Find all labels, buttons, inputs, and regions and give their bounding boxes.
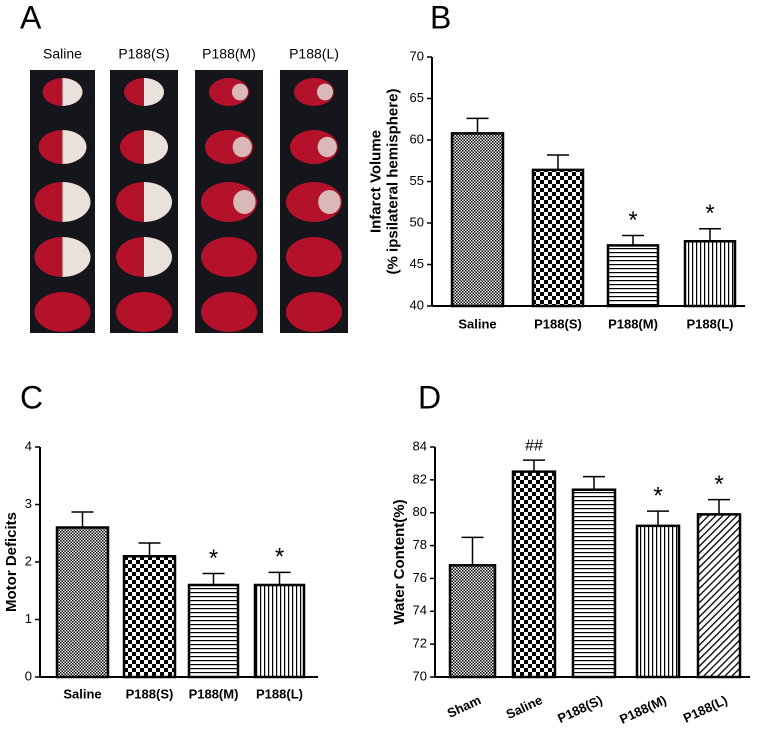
y-axis-label: Water Content(%) [391, 499, 408, 624]
infarct [317, 136, 337, 158]
bar [511, 470, 557, 679]
panel-letter: C [20, 379, 43, 415]
brain-slice [286, 292, 342, 332]
y-tick-label: 0 [25, 668, 32, 683]
infarct [62, 182, 91, 222]
bar [531, 168, 585, 308]
y-axis-label: Motor Deficits [3, 512, 20, 612]
bar [122, 555, 177, 679]
y-tick-label: 2 [25, 553, 32, 568]
y-tick-label: 40 [410, 297, 424, 312]
x-tick-label: P188(S) [555, 692, 605, 726]
x-tick-label: P188(S) [126, 686, 174, 701]
y-tick-label: 55 [410, 173, 424, 188]
y-tick-label: 72 [413, 636, 427, 651]
y-tick-label: 65 [410, 90, 424, 105]
y-tick-label: 50 [410, 214, 424, 229]
y-tick-label: 78 [413, 537, 427, 552]
infarct [62, 78, 83, 106]
bar [187, 583, 240, 679]
brain-slice [34, 292, 91, 332]
infarct [318, 190, 341, 214]
x-tick-label: P188(L) [256, 686, 303, 701]
y-tick-label: 60 [410, 131, 424, 146]
y-tick-label: 80 [413, 504, 427, 519]
column-label: P188(M) [202, 46, 256, 62]
significance-mark: * [628, 207, 637, 234]
infarct [144, 182, 172, 222]
y-tick-label: 3 [25, 496, 32, 511]
bar [635, 524, 681, 679]
x-tick-label: P188(S) [534, 316, 582, 331]
column-label: P188(L) [289, 46, 339, 62]
y-tick-label: 84 [413, 438, 427, 453]
y-tick-label: 1 [25, 611, 32, 626]
x-tick-label: P188(M) [608, 316, 658, 331]
infarct [62, 237, 91, 277]
y-tick-label: 70 [410, 48, 424, 63]
bar [253, 583, 306, 679]
significance-mark: * [275, 544, 284, 571]
y-tick-label: 4 [25, 438, 32, 453]
bar [606, 244, 660, 308]
infarct [62, 130, 87, 164]
significance-mark: * [705, 200, 714, 227]
infarct [233, 190, 256, 214]
significance-mark: * [209, 545, 218, 572]
y-tick-label: 74 [413, 603, 427, 618]
brain-slice [201, 292, 257, 332]
y-tick-label: 70 [413, 668, 427, 683]
y-tick-label: 76 [413, 570, 427, 585]
x-tick-label: Sham [445, 692, 483, 721]
x-tick-label: P188(L) [681, 692, 730, 725]
bar [55, 526, 110, 679]
column-label: Saline [43, 46, 82, 62]
x-tick-label: P188(M) [617, 692, 669, 727]
column-label: P188(S) [118, 46, 169, 62]
infarct [144, 130, 168, 164]
panel-letter: A [20, 0, 42, 35]
x-tick-label: P188(L) [687, 316, 734, 331]
brain-slice [286, 237, 342, 277]
x-tick-label: Saline [63, 686, 101, 701]
brain-slice [116, 292, 172, 332]
infarct [144, 237, 172, 277]
bar [683, 240, 737, 308]
infarct [232, 83, 248, 101]
bar [450, 132, 505, 308]
panel-letter: B [430, 0, 451, 35]
bar [448, 564, 497, 679]
panel-letter: D [418, 379, 441, 415]
brain-slice [201, 237, 257, 277]
significance-mark: * [714, 471, 723, 498]
infarct [317, 83, 333, 101]
x-tick-label: P188(M) [189, 686, 239, 701]
significance-mark: * [653, 482, 662, 509]
significance-mark: ## [525, 437, 543, 454]
y-axis-label: (% ipsilateral hemisphere) [384, 89, 401, 275]
y-tick-label: 45 [410, 256, 424, 271]
x-tick-label: Saline [458, 316, 496, 331]
y-axis-label: Infarct Volume [367, 130, 384, 233]
x-tick-label: Saline [504, 692, 545, 722]
y-tick-label: 82 [413, 471, 427, 486]
infarct [232, 136, 252, 158]
bar [696, 513, 742, 679]
bar [571, 488, 617, 679]
infarct [144, 78, 164, 106]
